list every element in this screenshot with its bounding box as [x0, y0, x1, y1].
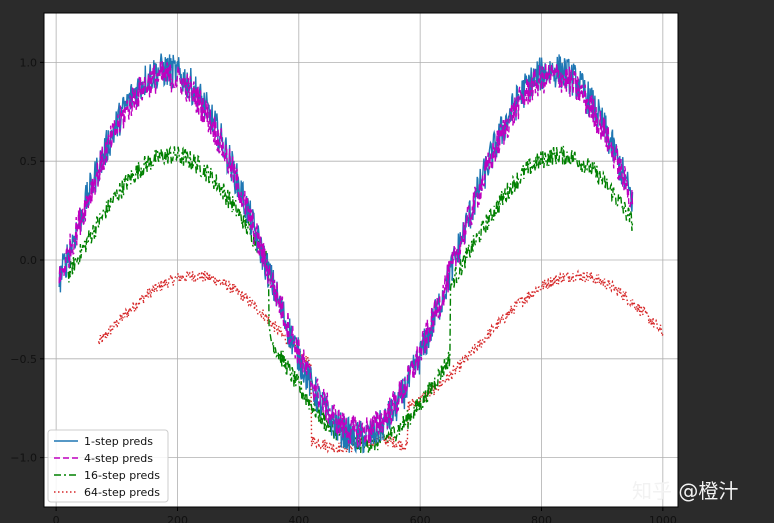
x-tick-label: 600: [410, 514, 431, 523]
x-tick-label: 0: [53, 514, 60, 523]
legend: 1-step preds 4-step preds 16-step preds 64-…: [47, 429, 169, 503]
y-tick-label: 0.0: [20, 254, 38, 267]
x-tick-label: 800: [531, 514, 552, 523]
y-tick-label: 0.5: [20, 155, 38, 168]
legend-label: 4-step preds: [84, 452, 153, 465]
legend-label: 16-step preds: [84, 469, 160, 482]
x-tick-label: 400: [288, 514, 309, 523]
legend-label: 1-step preds: [84, 435, 153, 448]
watermark: 知乎 @橙汁: [632, 479, 738, 503]
y-tick-label: −1.0: [10, 452, 37, 465]
axis-ticks: 0 200 400 600 800 1000 −1.0 −0.5 0.0 0.5 1.0: [10, 56, 677, 523]
y-tick-label: 1.0: [20, 56, 38, 69]
series-group: [58, 53, 664, 455]
series-line-4-step-preds: [58, 61, 634, 448]
series-line-64-step-preds: [97, 268, 664, 455]
legend-box: [47, 429, 169, 503]
x-tick-label: 200: [167, 514, 188, 523]
x-tick-label: 1000: [649, 514, 677, 523]
y-tick-label: −0.5: [10, 353, 37, 366]
legend-label: 64-step preds: [84, 486, 160, 499]
